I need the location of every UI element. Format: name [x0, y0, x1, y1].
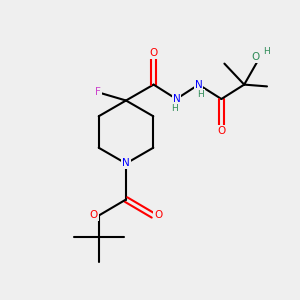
Text: N: N: [172, 94, 180, 104]
Text: O: O: [154, 210, 163, 220]
Text: N: N: [122, 158, 130, 169]
Text: H: H: [198, 90, 204, 99]
Text: O: O: [149, 48, 158, 58]
Text: F: F: [95, 87, 101, 98]
Text: O: O: [252, 52, 260, 62]
Text: O: O: [217, 125, 226, 136]
Text: H: H: [264, 47, 270, 56]
Text: H: H: [171, 104, 177, 113]
Text: N: N: [195, 80, 203, 90]
Text: O: O: [89, 210, 98, 220]
